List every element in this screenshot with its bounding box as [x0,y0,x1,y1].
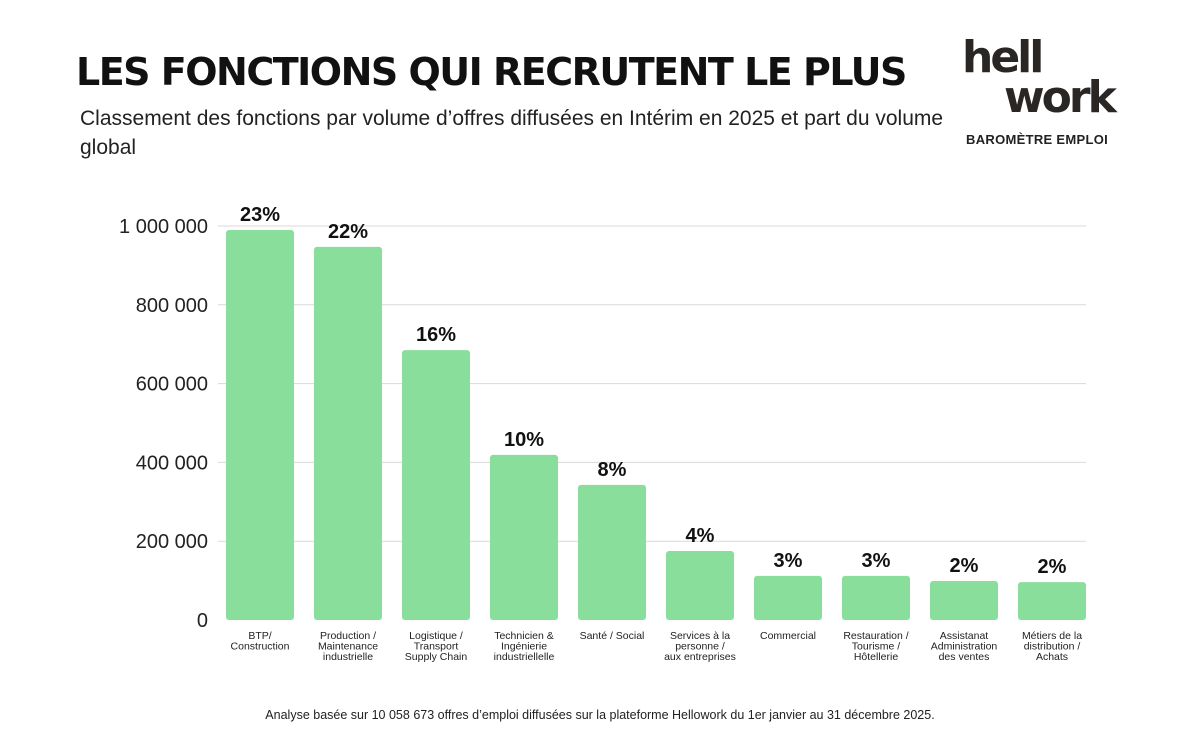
data-label: 4% [686,525,715,547]
y-tick-label: 200 000 [136,531,208,553]
data-label: 2% [1038,556,1067,578]
x-tick-label: Logistique / Transport Supply Chain [405,630,468,663]
bar [930,580,998,620]
chart-title: LES FONCTIONS QUI RECRUTENT LE PLUS [76,50,907,94]
bar [1018,582,1086,620]
x-tick-label: Services à la personne / aux entreprises [664,630,736,663]
x-tick-label: Santé / Social [580,630,645,642]
x-tick-label: Production / Maintenance industrielle [318,630,378,663]
logo-line-1: hell [962,32,1044,83]
y-tick-label: 1 000 000 [119,216,208,238]
chart-subtitle: Classement des fonctions par volume d’of… [80,107,944,159]
data-label: 8% [598,459,627,481]
bar [842,575,910,620]
y-tick-label: 800 000 [136,295,208,317]
bar [402,350,470,620]
y-tick-label: 400 000 [136,452,208,474]
bar [314,246,382,620]
data-label: 10% [504,429,544,451]
data-label: 3% [774,550,803,572]
x-tick-label: Commercial [760,630,816,642]
bar [490,454,558,620]
data-label: 16% [416,324,456,346]
bar [226,229,294,620]
data-label: 22% [328,221,368,243]
logo-line-2: work [1004,72,1117,123]
logo-tagline: BAROMÈTRE EMPLOI [966,132,1109,147]
data-label: 3% [862,550,891,572]
x-tick-label: Métiers de la distribution / Achats [1022,630,1082,663]
hellowork-logo: hell work [962,32,1132,123]
data-label: 2% [950,555,979,577]
x-tick-label: Restauration / Tourisme / Hôtellerie [843,630,908,663]
data-label: 23% [240,204,280,226]
bar [754,575,822,620]
y-tick-label: 600 000 [136,374,208,396]
x-tick-label: BTP/Construction [231,630,290,653]
bar-chart: 0 200 000 400 000 600 000 800 000 1 000 000 23… [119,204,1086,663]
footnote: Analyse basée sur 10 058 673 offres d’em… [265,708,935,722]
y-tick-label: 0 [197,610,208,632]
bar [666,551,734,620]
x-tick-label: Assistanat Administration des ventes [931,630,998,663]
x-tick-label: Technicien & Ingénierie industriellelle [494,630,555,663]
bar [578,484,646,620]
